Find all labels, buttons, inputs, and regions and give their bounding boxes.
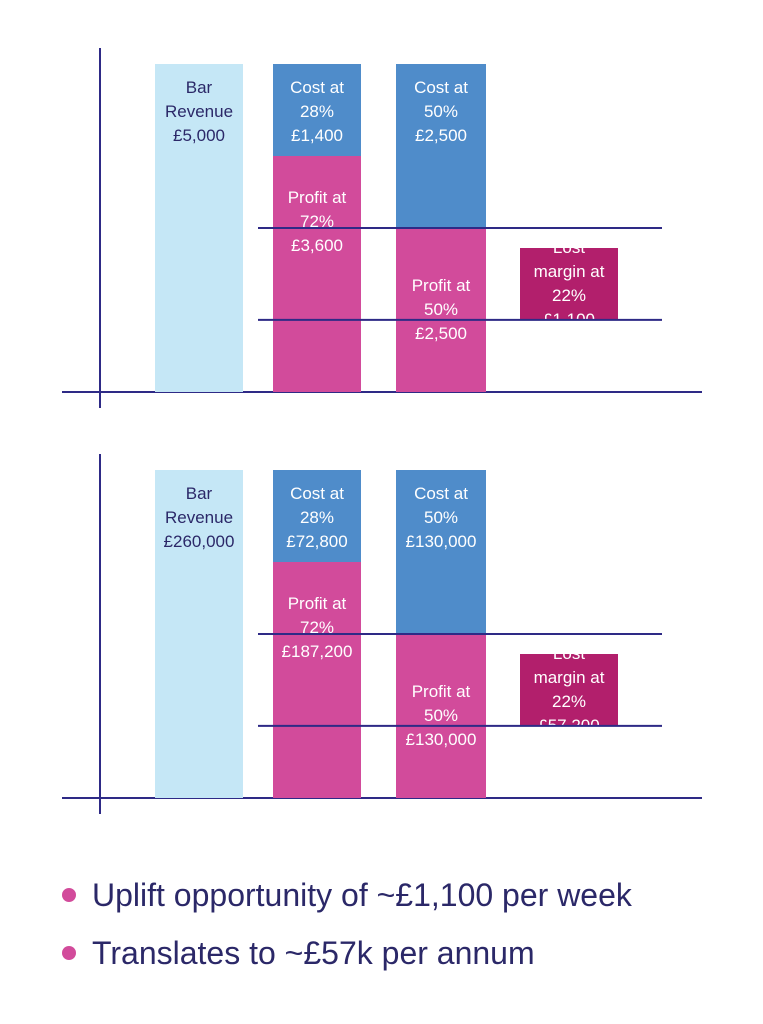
bullet-dot-icon [62, 888, 76, 902]
guide-line-layer [258, 227, 662, 321]
bar-segment-revenue: Bar Revenue £5,000 [155, 64, 243, 392]
bar-segment-revenue: Bar Revenue £260,000 [155, 470, 243, 798]
bar-segment-profit: Profit at 72% £3,600 [273, 155, 361, 392]
bar-segment-profit: Profit at 72% £187,200 [273, 561, 361, 798]
bar-segment-label: Cost at 50% £2,500 [414, 78, 468, 145]
bar-segment-profit: Profit at 50% £2,500 [396, 228, 486, 392]
bar-segment-lost: Lost margin at 22% £1,100 [520, 238, 618, 329]
annual-chart-axes [62, 454, 702, 814]
weekly-chart-axes [62, 48, 702, 408]
guide-line-layer [258, 633, 662, 727]
bar-segment-label: Cost at 28% £72,800 [286, 484, 348, 551]
bullet-text: Translates to ~£57k per annum [92, 934, 535, 971]
bar-segment-label: Bar Revenue £5,000 [164, 78, 234, 145]
bar-segment-label: Bar Revenue £260,000 [163, 484, 235, 551]
bar-segment-label: Lost margin at 22% £1,100 [533, 237, 605, 329]
bar-segment-label: Lost margin at 22% £57,200 [533, 643, 605, 735]
bar-segment-label: Profit at 50% £2,500 [411, 276, 471, 343]
bullet-item: Uplift opportunity of ~£1,100 per week [62, 866, 742, 924]
bar-segment-label: Profit at 72% £187,200 [281, 593, 353, 661]
bullet-dot-icon [62, 946, 76, 960]
annual-margin-chart: Bar Revenue £260,000 Profit at 72% £187,2… [0, 446, 763, 826]
summary-bullets: Uplift opportunity of ~£1,100 per week T… [62, 866, 742, 982]
bar-segment-cost: Cost at 28% £1,400 [273, 64, 361, 156]
bar-segment-cost: Cost at 50% £2,500 [396, 64, 486, 228]
bar-segment-cost: Cost at 50% £130,000 [396, 470, 486, 634]
bar-segment-profit: Profit at 50% £130,000 [396, 634, 486, 798]
bar-segment-label: Profit at 72% £3,600 [287, 187, 347, 255]
bar-segment-label: Profit at 50% £130,000 [405, 682, 477, 749]
weekly-margin-chart: Bar Revenue £5,000 Profit at 72% £3,600 Co… [0, 40, 763, 420]
bullet-item: Translates to ~£57k per annum [62, 924, 742, 982]
bar-segment-label: Cost at 50% £130,000 [405, 484, 477, 551]
bar-segment-lost: Lost margin at 22% £57,200 [520, 644, 618, 735]
bar-segment-cost: Cost at 28% £72,800 [273, 470, 361, 562]
bullet-text: Uplift opportunity of ~£1,100 per week [92, 876, 632, 913]
bar-segment-label: Cost at 28% £1,400 [290, 78, 344, 145]
